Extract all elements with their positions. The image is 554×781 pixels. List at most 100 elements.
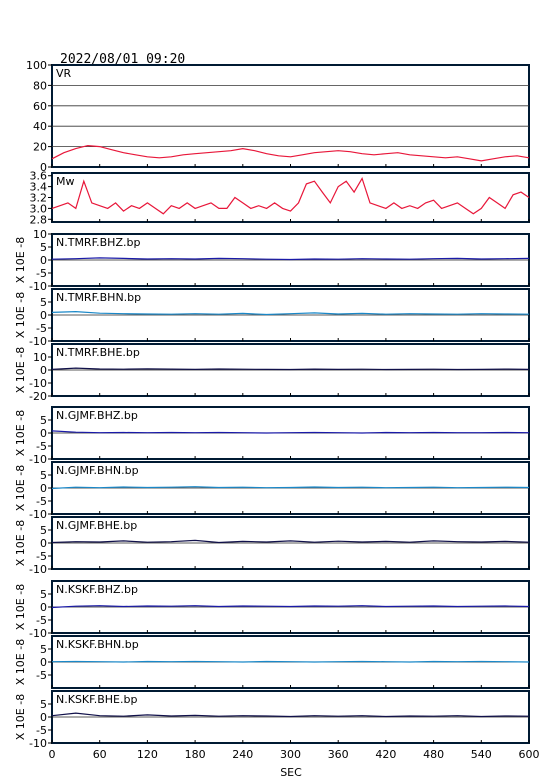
y-tick-label: -10 <box>29 627 47 640</box>
y-tick-label: 60 <box>33 100 47 113</box>
y-tick-label: -10 <box>29 335 47 348</box>
y-tick-label: -10 <box>29 737 47 750</box>
x-tick-label: 540 <box>471 748 492 761</box>
series-line-kskf-bhz <box>51 605 530 609</box>
y-tick-label: 0 <box>40 254 47 267</box>
panel-kskf-bhe: -10-505 N.KSKF.BHE.bp X 10E -8 <box>14 690 530 750</box>
y-tick-label: 0 <box>40 309 47 322</box>
y-tick-label: -10 <box>29 280 47 293</box>
y-tick-label: 5 <box>40 524 47 537</box>
panel-label: N.TMRF.BHZ.bp <box>56 236 140 249</box>
x-axis-label: SEC <box>280 766 302 779</box>
panel-label: N.KSKF.BHZ.bp <box>56 583 138 596</box>
x-tick-label: 0 <box>49 748 56 761</box>
y-tick-label: 3.0 <box>30 202 48 215</box>
y-tick-label: -5 <box>36 669 47 682</box>
panel-gjmf-bhz: -10-505 N.GJMF.BHZ.bp X 10E -8 <box>14 406 530 466</box>
series-line-kskf-bhe <box>51 712 530 718</box>
y-tick-label: 0 <box>40 482 47 495</box>
y-tick-label: 5 <box>40 643 47 656</box>
x-tick-label: 300 <box>280 748 301 761</box>
x-tick-label: 600 <box>519 748 540 761</box>
y-tick-label: 10 <box>33 228 47 241</box>
y-axis-label: X 10E -8 <box>14 347 27 393</box>
y-tick-label: 0 <box>40 427 47 440</box>
y-axis-label: X 10E -8 <box>14 292 27 338</box>
y-tick-label: 3.6 <box>30 170 48 183</box>
y-tick-label: 40 <box>33 120 47 133</box>
y-tick-label: 10 <box>33 351 47 364</box>
y-tick-label: 2.8 <box>30 213 48 226</box>
panel-kskf-bhz: -10-505 N.KSKF.BHZ.bp X 10E -8 <box>14 580 530 640</box>
panel-vr: 0 20 40 60 80 100 VR <box>26 59 530 174</box>
series-line-tmrf-bhe <box>51 367 530 371</box>
y-tick-label: 5 <box>40 296 47 309</box>
y-tick-label: -10 <box>29 377 47 390</box>
panel-kskf-bhn: -505 N.KSKF.BHN.bp X 10E -8 <box>14 635 530 689</box>
series-line-tmrf-bhn <box>51 310 530 316</box>
y-tick-label: 5 <box>40 698 47 711</box>
x-tick-label: 480 <box>423 748 444 761</box>
panel-gjmf-bhn: -10-505 N.GJMF.BHN.bp X 10E -8 <box>14 461 530 521</box>
panel-label: N.KSKF.BHN.bp <box>56 638 139 651</box>
y-tick-label: 100 <box>26 59 47 72</box>
series-line-tmrf-bhz <box>51 257 530 261</box>
panel-gjmf-bhe: -10-505 N.GJMF.BHE.bp X 10E -8 <box>14 516 530 576</box>
panel-frame <box>51 172 530 223</box>
y-tick-label: -10 <box>29 563 47 576</box>
y-tick-label: 0 <box>40 161 47 174</box>
y-axis-label: X 10E -8 <box>14 237 27 283</box>
y-tick-label: -5 <box>36 267 47 280</box>
panel-label: N.TMRF.BHN.bp <box>56 291 141 304</box>
panel-label: N.KSKF.BHE.bp <box>56 693 137 706</box>
x-tick-label: 120 <box>137 748 158 761</box>
y-tick-label: 3.4 <box>30 181 48 194</box>
y-axis-label: X 10E -8 <box>14 410 27 456</box>
y-tick-label: -5 <box>36 495 47 508</box>
y-tick-label: -5 <box>36 614 47 627</box>
y-axis-label: X 10E -8 <box>14 639 27 685</box>
y-axis-label: X 10E -8 <box>14 584 27 630</box>
series-line-gjmf-bhe <box>51 539 530 544</box>
y-tick-label: -5 <box>36 724 47 737</box>
panel-mw: 2.83.03.23.43.6 Mw <box>30 170 530 226</box>
x-tick-label: 60 <box>93 748 107 761</box>
panel-label: Mw <box>56 175 75 188</box>
y-tick-label: 0 <box>40 601 47 614</box>
y-tick-label: -10 <box>29 453 47 466</box>
y-tick-label: -5 <box>36 550 47 563</box>
x-tick-label: 240 <box>232 748 253 761</box>
series-line-gjmf-bhn <box>51 486 530 490</box>
y-tick-label: 0 <box>40 364 47 377</box>
y-tick-label: 5 <box>40 414 47 427</box>
y-axis-label: X 10E -8 <box>14 520 27 566</box>
header-datetime: 2022/08/01 09:20 <box>60 52 185 67</box>
y-tick-label: 5 <box>40 241 47 254</box>
panel-label: N.GJMF.BHZ.bp <box>56 409 138 422</box>
series-line-kskf-bhn <box>51 660 530 663</box>
x-axis: 0 60 120 180 240 300 360 420 480 540 600 <box>49 748 540 761</box>
y-tick-label: 5 <box>40 469 47 482</box>
y-tick-label: -5 <box>36 440 47 453</box>
y-tick-label: -5 <box>36 322 47 335</box>
y-tick-label: 0 <box>40 537 47 550</box>
panel-tmrf-bhn: -10-505 N.TMRF.BHN.bp X 10E -8 <box>14 288 530 348</box>
y-tick-label: 0 <box>40 656 47 669</box>
y-tick-label: -10 <box>29 508 47 521</box>
y-axis-label: X 10E -8 <box>14 465 27 511</box>
y-tick-label: 0 <box>40 711 47 724</box>
y-tick-label: 3.2 <box>30 192 48 205</box>
y-tick-label: 20 <box>33 141 47 154</box>
y-tick-label: 80 <box>33 79 47 92</box>
panel-label: N.TMRF.BHE.bp <box>56 346 140 359</box>
panel-label: N.GJMF.BHE.bp <box>56 519 137 532</box>
series-line-mw <box>51 176 530 215</box>
panel-label: N.GJMF.BHN.bp <box>56 464 139 477</box>
y-axis-label: X 10E -8 <box>14 694 27 740</box>
y-tick-label: -20 <box>29 390 47 403</box>
panel-frame <box>51 64 530 168</box>
